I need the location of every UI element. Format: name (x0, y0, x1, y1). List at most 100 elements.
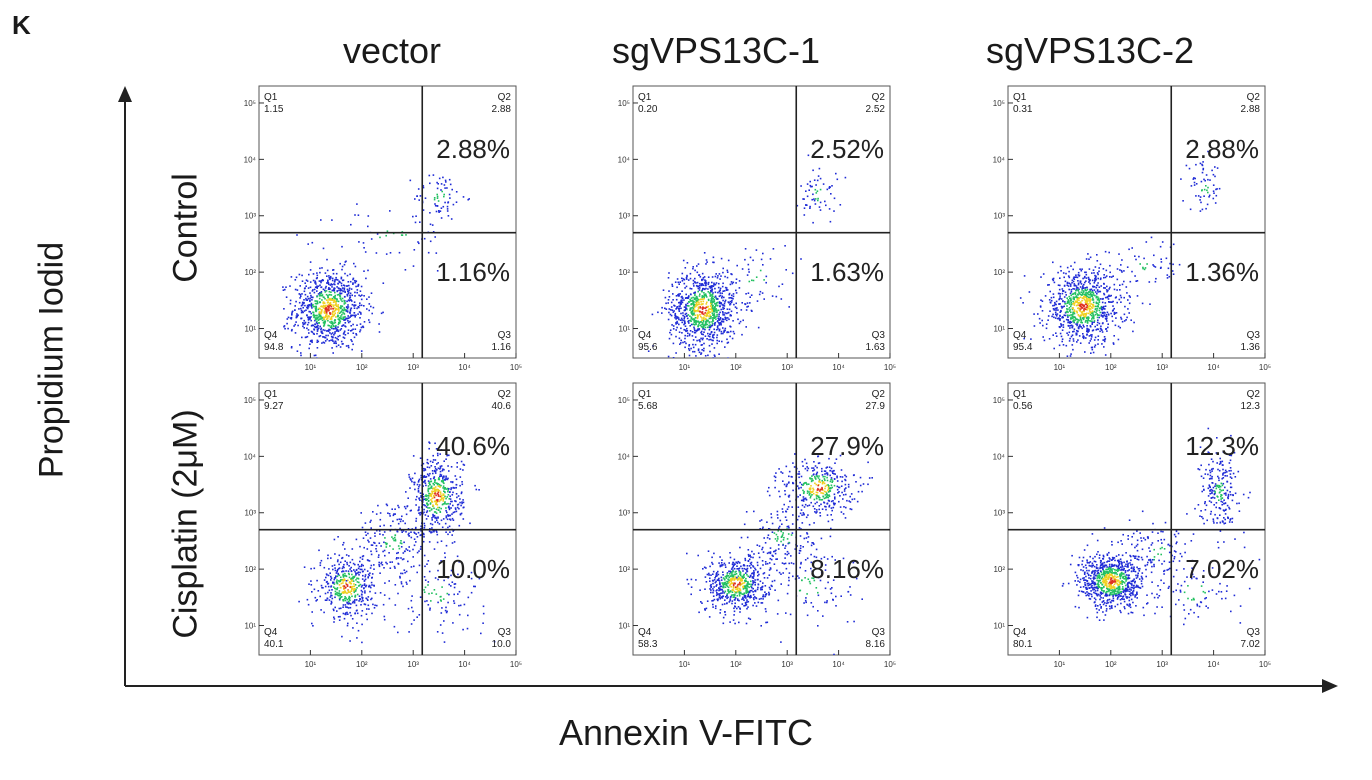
q4-value: 95.6 (638, 342, 658, 353)
q4-name: Q4 (638, 627, 652, 638)
x-tick-label: 10² (356, 660, 368, 669)
x-tick-label: 10² (730, 363, 742, 372)
panel-letter: K (12, 10, 31, 40)
x-axis-arrowhead (1322, 679, 1338, 693)
x-tick-label: 10³ (407, 363, 419, 372)
x-tick-label: 10¹ (1054, 363, 1066, 372)
q1-name: Q1 (264, 92, 278, 103)
y-tick-label: 10² (993, 268, 1005, 277)
x-tick-label: 10² (1105, 363, 1117, 372)
y-tick-label: 10⁴ (993, 452, 1006, 461)
q4-name: Q4 (638, 330, 652, 341)
q1-name: Q1 (638, 389, 652, 400)
y-tick-label: 10¹ (618, 622, 630, 631)
q3-value: 1.36 (1241, 342, 1261, 353)
column-title-vector: vector (342, 30, 442, 71)
q4-name: Q4 (264, 627, 278, 638)
x-tick-label: 10⁵ (510, 363, 522, 372)
q3-name: Q3 (498, 627, 512, 638)
y-tick-label: 10⁵ (993, 99, 1005, 108)
q2-percent: 27.9% (810, 431, 884, 461)
q1-value: 0.56 (1013, 401, 1033, 412)
x-tick-label: 10¹ (305, 660, 317, 669)
q2-value: 27.9 (866, 401, 886, 412)
x-tick-label: 10⁴ (458, 363, 471, 372)
x-tick-label: 10³ (1156, 660, 1168, 669)
x-tick-label: 10⁵ (1259, 660, 1271, 669)
y-tick-label: 10² (618, 565, 630, 574)
q3-percent: 1.63% (810, 257, 884, 287)
x-tick-label: 10² (730, 660, 742, 669)
event-cloud (282, 174, 470, 358)
q1-name: Q1 (638, 92, 652, 103)
column-title-sgvps13c-1: sgVPS13C-1 (611, 30, 821, 71)
q2-percent: 2.88% (1185, 134, 1259, 164)
q1-value: 0.31 (1013, 104, 1033, 115)
q3-percent: 10.0% (436, 554, 510, 584)
q3-value: 10.0 (492, 639, 512, 650)
x-tick-label: 10⁴ (832, 660, 845, 669)
q1-value: 0.20 (638, 104, 658, 115)
q3-name: Q3 (498, 330, 512, 341)
q1-value: 1.15 (264, 104, 284, 115)
q4-name: Q4 (1013, 627, 1027, 638)
event-cloud (647, 154, 847, 358)
flow-panel-2: 10¹10¹10²10²10³10³10⁴10⁴10⁵10⁵Q10.20Q22.… (618, 85, 896, 372)
q2-percent: 2.88% (436, 134, 510, 164)
y-tick-label: 10⁴ (993, 155, 1006, 164)
panel-frame (632, 382, 891, 656)
event-cloud (1061, 427, 1261, 626)
q1-value: 9.27 (264, 401, 284, 412)
y-tick-label: 10³ (244, 509, 256, 518)
q2-percent: 12.3% (1185, 431, 1259, 461)
y-axis-arrowhead (118, 86, 132, 102)
y-tick-label: 10¹ (244, 325, 256, 334)
y-tick-label: 10² (993, 565, 1005, 574)
y-tick-label: 10¹ (993, 622, 1005, 631)
y-tick-label: 10³ (993, 509, 1005, 518)
x-tick-label: 10¹ (305, 363, 317, 372)
q1-value: 5.68 (638, 401, 658, 412)
x-tick-label: 10⁴ (458, 660, 471, 669)
q4-name: Q4 (1013, 330, 1027, 341)
q2-name: Q2 (1247, 92, 1261, 103)
q3-name: Q3 (1247, 330, 1261, 341)
flow-panel-3: 10¹10¹10²10²10³10³10⁴10⁴10⁵10⁵Q10.31Q22.… (993, 85, 1271, 372)
q4-value: 40.1 (264, 639, 284, 650)
q3-value: 1.16 (492, 342, 512, 353)
q3-name: Q3 (1247, 627, 1261, 638)
panel-frame (632, 85, 891, 359)
q1-name: Q1 (264, 389, 278, 400)
column-title-sgvps13c-2: sgVPS13C-2 (985, 30, 1195, 71)
q3-value: 1.63 (866, 342, 886, 353)
q4-value: 95.4 (1013, 342, 1033, 353)
q3-name: Q3 (872, 627, 886, 638)
y-tick-label: 10² (618, 268, 630, 277)
x-tick-label: 10³ (407, 660, 419, 669)
x-tick-label: 10⁵ (510, 660, 522, 669)
x-tick-label: 10⁵ (884, 363, 896, 372)
y-tick-label: 10¹ (244, 622, 256, 631)
x-tick-label: 10² (1105, 660, 1117, 669)
x-tick-label: 10³ (1156, 363, 1168, 372)
q3-percent: 7.02% (1185, 554, 1259, 584)
y-tick-label: 10² (244, 268, 256, 277)
q3-value: 7.02 (1241, 639, 1261, 650)
q4-name: Q4 (264, 330, 278, 341)
y-tick-label: 10¹ (993, 325, 1005, 334)
flow-panel-6: 10¹10¹10²10²10³10³10⁴10⁴10⁵10⁵Q10.56Q212… (993, 382, 1271, 669)
y-tick-label: 10³ (993, 212, 1005, 221)
q2-name: Q2 (872, 92, 886, 103)
x-axis-title: Annexin V-FITC (558, 712, 814, 753)
flow-panel-1: 10¹10¹10²10²10³10³10⁴10⁴10⁵10⁵Q11.15Q22.… (244, 85, 522, 372)
main-axes (118, 86, 1338, 693)
y-tick-label: 10⁵ (618, 396, 630, 405)
panel-frame (258, 382, 517, 656)
y-tick-label: 10¹ (618, 325, 630, 334)
x-tick-label: 10³ (781, 363, 793, 372)
q1-name: Q1 (1013, 92, 1027, 103)
y-tick-label: 10⁴ (618, 155, 631, 164)
q2-value: 2.88 (1241, 104, 1261, 115)
q2-value: 2.52 (866, 104, 886, 115)
x-tick-label: 10⁴ (832, 363, 845, 372)
